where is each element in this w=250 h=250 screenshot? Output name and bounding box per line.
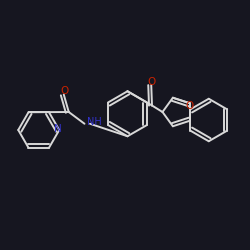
Text: NH: NH: [86, 117, 101, 127]
Text: O: O: [60, 86, 68, 97]
Text: N: N: [54, 124, 62, 134]
Text: O: O: [186, 101, 194, 111]
Text: O: O: [148, 77, 156, 87]
